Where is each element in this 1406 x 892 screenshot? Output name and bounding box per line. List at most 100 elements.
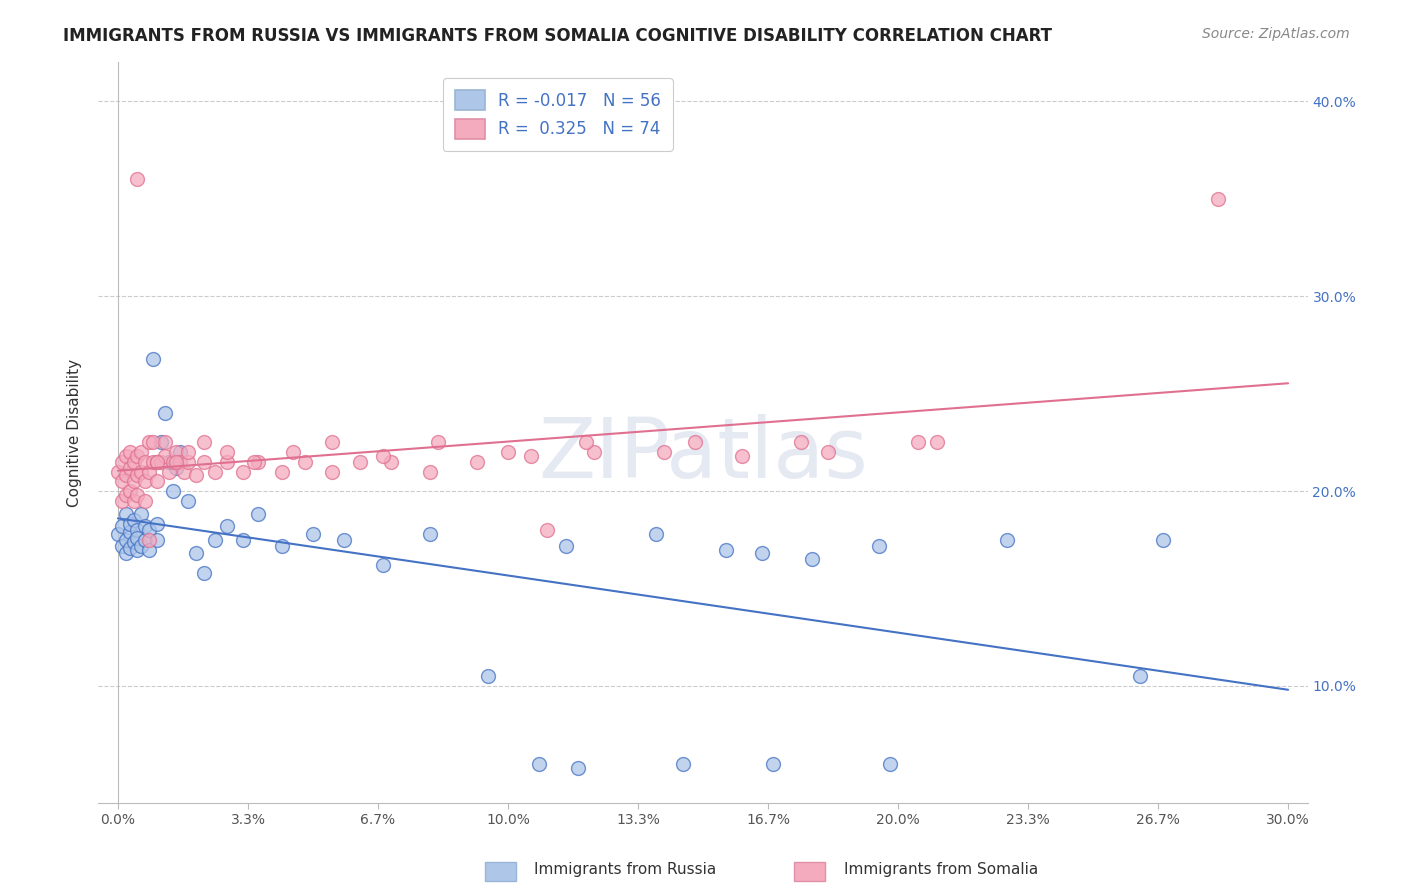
Point: [122, 475, 145, 489]
Point: [193, 435, 215, 450]
Y-axis label: Cognitive Disability: Cognitive Disability: [67, 359, 83, 507]
Point: [111, 539, 134, 553]
Point: [134, 533, 156, 547]
Point: [127, 531, 149, 545]
Point: [801, 552, 824, 566]
Point: [114, 508, 136, 522]
Point: [270, 539, 292, 553]
Point: [153, 406, 176, 420]
Point: [716, 542, 738, 557]
Point: [1129, 669, 1152, 683]
Point: [645, 527, 668, 541]
Point: [321, 465, 343, 479]
Point: [582, 445, 605, 459]
Point: [162, 484, 184, 499]
Point: [122, 513, 145, 527]
Point: [217, 445, 239, 459]
Text: IMMIGRANTS FROM RUSSIA VS IMMIGRANTS FROM SOMALIA COGNITIVE DISABILITY CORRELATI: IMMIGRANTS FROM RUSSIA VS IMMIGRANTS FRO…: [63, 27, 1052, 45]
Point: [925, 435, 948, 450]
Point: [373, 558, 395, 573]
Point: [138, 523, 160, 537]
Point: [118, 541, 141, 555]
Point: [419, 527, 441, 541]
Point: [217, 519, 239, 533]
Point: [118, 524, 141, 539]
Point: [536, 523, 558, 537]
Point: [162, 455, 184, 469]
Point: [127, 523, 149, 537]
Point: [465, 455, 488, 469]
Point: [149, 455, 172, 469]
Point: [419, 465, 441, 479]
Point: [146, 517, 169, 532]
Text: ZIPatlas: ZIPatlas: [538, 414, 868, 495]
Point: [114, 546, 136, 560]
Point: [131, 465, 153, 479]
Point: [142, 455, 165, 469]
Point: [868, 539, 890, 553]
Point: [127, 172, 149, 186]
Point: [111, 519, 134, 533]
Point: [134, 455, 156, 469]
Point: [477, 669, 499, 683]
Point: [683, 435, 706, 450]
Point: [142, 351, 165, 366]
Point: [127, 488, 149, 502]
Point: [127, 468, 149, 483]
Point: [111, 475, 134, 489]
Point: [527, 756, 550, 771]
Point: [114, 533, 136, 547]
Point: [1206, 192, 1229, 206]
Point: [232, 533, 254, 547]
Point: [169, 455, 191, 469]
Point: [177, 455, 200, 469]
Point: [111, 493, 134, 508]
Point: [149, 435, 172, 450]
Legend: R = -0.017   N = 56, R =  0.325   N = 74: R = -0.017 N = 56, R = 0.325 N = 74: [443, 78, 672, 151]
Point: [193, 455, 215, 469]
Point: [751, 546, 773, 560]
Point: [118, 517, 141, 532]
Point: [193, 566, 215, 580]
Point: [111, 455, 134, 469]
Text: Immigrants from Russia: Immigrants from Russia: [534, 863, 717, 877]
Point: [995, 533, 1018, 547]
Point: [146, 475, 169, 489]
Point: [122, 455, 145, 469]
Point: [114, 468, 136, 483]
Point: [169, 445, 191, 459]
Point: [118, 445, 141, 459]
Point: [138, 542, 160, 557]
Point: [131, 445, 153, 459]
Point: [302, 527, 325, 541]
Point: [114, 488, 136, 502]
Point: [321, 435, 343, 450]
Point: [122, 534, 145, 549]
Point: [204, 533, 226, 547]
Point: [380, 455, 402, 469]
Point: [349, 455, 371, 469]
Point: [789, 435, 811, 450]
Point: [283, 445, 305, 459]
Point: [177, 493, 200, 508]
Text: Immigrants from Somalia: Immigrants from Somalia: [844, 863, 1038, 877]
Point: [122, 493, 145, 508]
Point: [184, 468, 207, 483]
Point: [127, 542, 149, 557]
Point: [555, 539, 578, 553]
Point: [107, 465, 129, 479]
Point: [184, 546, 207, 560]
Point: [127, 449, 149, 463]
Point: [138, 435, 160, 450]
Point: [131, 508, 153, 522]
Point: [1152, 533, 1174, 547]
Point: [373, 449, 395, 463]
Point: [217, 455, 239, 469]
Point: [879, 756, 901, 771]
Point: [107, 527, 129, 541]
Point: [165, 455, 187, 469]
Point: [496, 445, 519, 459]
Point: [165, 445, 187, 459]
Text: Source: ZipAtlas.com: Source: ZipAtlas.com: [1202, 27, 1350, 41]
Point: [232, 465, 254, 479]
